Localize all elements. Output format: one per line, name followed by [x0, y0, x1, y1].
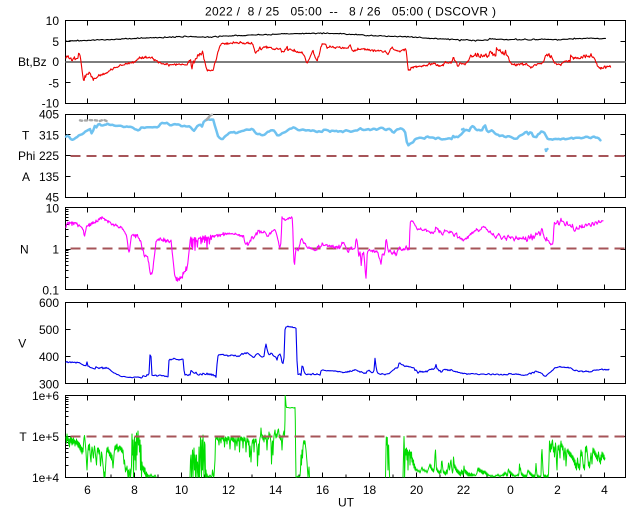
svg-text:-5: -5	[48, 76, 59, 90]
svg-text:22: 22	[457, 483, 471, 497]
svg-text:UT: UT	[338, 496, 355, 510]
svg-text:0: 0	[52, 55, 59, 69]
svg-text:6: 6	[84, 483, 91, 497]
svg-text:T: T	[19, 430, 27, 444]
svg-text:12: 12	[222, 483, 236, 497]
svg-text:V: V	[18, 337, 26, 351]
svg-text:10: 10	[46, 14, 60, 28]
svg-text:Bt,Bz: Bt,Bz	[18, 55, 47, 69]
svg-text:8: 8	[131, 483, 138, 497]
svg-text:45: 45	[46, 191, 60, 205]
svg-text:225: 225	[39, 149, 59, 163]
svg-text:2: 2	[554, 483, 561, 497]
svg-text:600: 600	[39, 296, 59, 310]
svg-text:A: A	[22, 170, 30, 184]
svg-text:18: 18	[363, 483, 377, 497]
svg-text:20: 20	[410, 483, 424, 497]
svg-text:16: 16	[316, 483, 330, 497]
svg-text:1: 1	[52, 242, 59, 256]
svg-text:4: 4	[601, 483, 608, 497]
svg-text:135: 135	[39, 170, 59, 184]
svg-text:N: N	[20, 242, 29, 256]
svg-text:14: 14	[269, 483, 283, 497]
svg-text:300: 300	[39, 377, 59, 391]
svg-text:400: 400	[39, 350, 59, 364]
svg-text:315: 315	[39, 128, 59, 142]
svg-text:T: T	[22, 128, 30, 142]
svg-text:Phi: Phi	[18, 149, 35, 163]
svg-text:405: 405	[39, 108, 59, 122]
svg-text:500: 500	[39, 323, 59, 337]
svg-text:-10: -10	[42, 96, 60, 110]
svg-text:10: 10	[46, 201, 60, 215]
svg-text:0: 0	[507, 483, 514, 497]
svg-text:5: 5	[52, 35, 59, 49]
svg-text:2022 / 8 / 25 05:00 -- 8: 2022 / 8 / 25 05:00 -- 8 / 26 05:00 ( DS…	[205, 4, 496, 18]
svg-text:1e+6: 1e+6	[32, 389, 59, 403]
svg-text:1e+5: 1e+5	[32, 430, 59, 444]
svg-text:1e+4: 1e+4	[32, 471, 59, 485]
svg-text:0.1: 0.1	[42, 283, 59, 297]
svg-text:10: 10	[175, 483, 189, 497]
